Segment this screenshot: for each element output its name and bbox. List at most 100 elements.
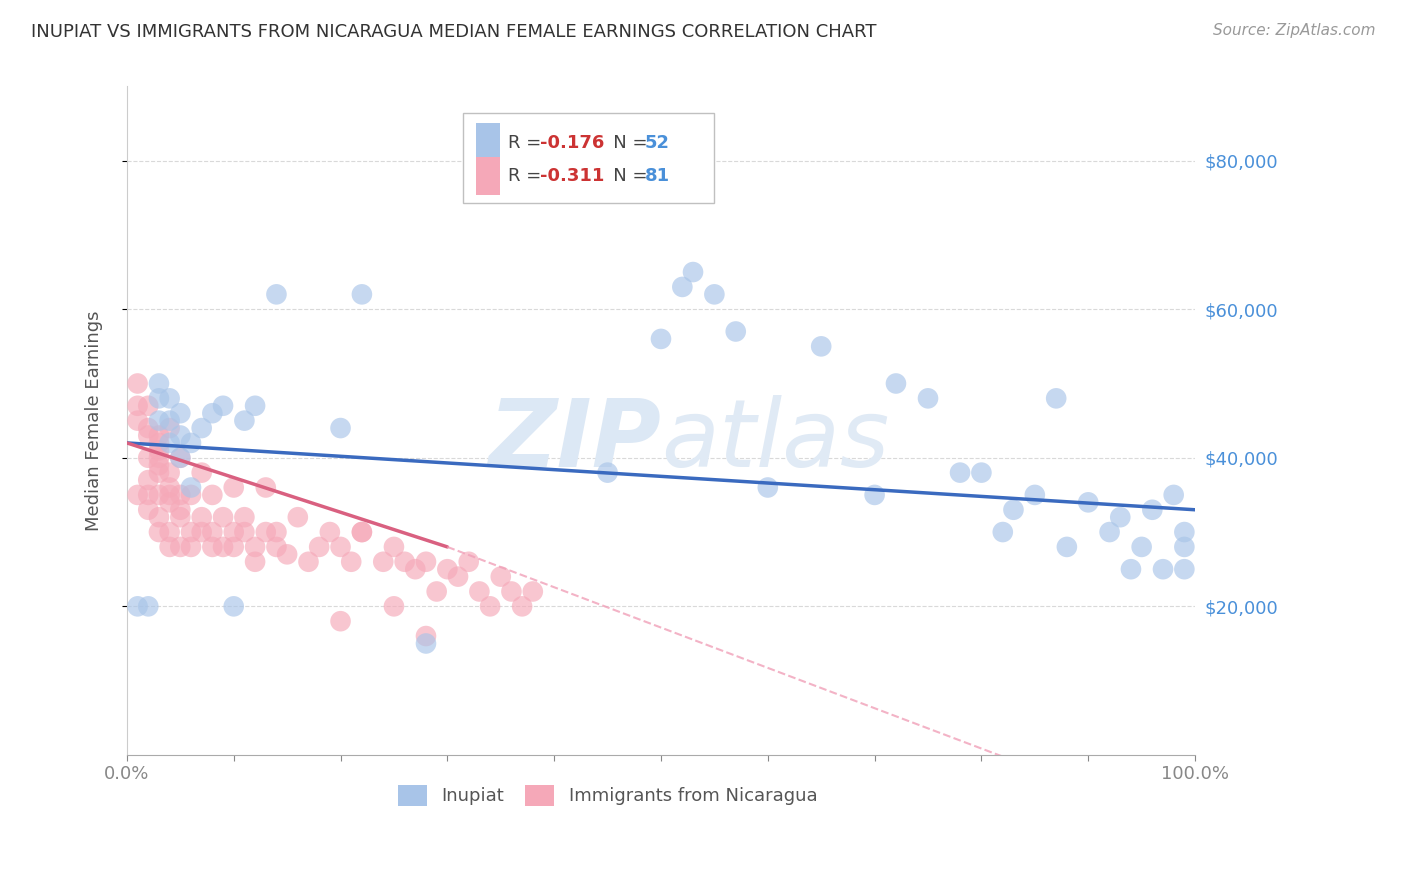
Point — [373, 555, 395, 569]
Legend: Inupiat, Immigrants from Nicaragua: Inupiat, Immigrants from Nicaragua — [391, 778, 825, 813]
Point — [479, 599, 502, 614]
Point — [190, 421, 212, 435]
Text: N =: N = — [596, 134, 652, 152]
Point — [169, 540, 191, 554]
Point — [136, 473, 159, 487]
Point — [756, 481, 779, 495]
Point — [136, 450, 159, 465]
Point — [127, 399, 149, 413]
Point — [671, 280, 693, 294]
Point — [169, 450, 191, 465]
Point — [329, 421, 352, 435]
Point — [169, 488, 191, 502]
Point — [180, 540, 202, 554]
Point — [1002, 502, 1025, 516]
Point — [243, 555, 266, 569]
Point — [1109, 510, 1132, 524]
Point — [415, 629, 437, 643]
Point — [297, 555, 319, 569]
Point — [148, 428, 170, 442]
Point — [127, 488, 149, 502]
Point — [1152, 562, 1174, 576]
Text: Source: ZipAtlas.com: Source: ZipAtlas.com — [1212, 23, 1375, 38]
Point — [201, 406, 224, 420]
Point — [148, 376, 170, 391]
Point — [148, 414, 170, 428]
Point — [190, 524, 212, 539]
Point — [233, 510, 256, 524]
Point — [136, 428, 159, 442]
Point — [703, 287, 725, 301]
Point — [243, 399, 266, 413]
Point — [266, 524, 288, 539]
Text: R =: R = — [508, 167, 547, 185]
Point — [329, 614, 352, 628]
Point — [212, 399, 235, 413]
Text: -0.311: -0.311 — [540, 167, 605, 185]
Point — [1077, 495, 1099, 509]
Point — [190, 466, 212, 480]
Text: 52: 52 — [645, 134, 669, 152]
Point — [308, 540, 330, 554]
Point — [180, 524, 202, 539]
Point — [382, 540, 405, 554]
Point — [169, 502, 191, 516]
Bar — [477, 157, 499, 195]
Point — [148, 458, 170, 473]
Point — [436, 562, 458, 576]
Point — [127, 599, 149, 614]
Text: INUPIAT VS IMMIGRANTS FROM NICARAGUA MEDIAN FEMALE EARNINGS CORRELATION CHART: INUPIAT VS IMMIGRANTS FROM NICARAGUA MED… — [31, 23, 876, 41]
Point — [254, 524, 277, 539]
Point — [148, 443, 170, 458]
Point — [254, 481, 277, 495]
Point — [650, 332, 672, 346]
Point — [148, 466, 170, 480]
Point — [159, 495, 181, 509]
Point — [415, 636, 437, 650]
Y-axis label: Median Female Earnings: Median Female Earnings — [86, 310, 103, 531]
Point — [319, 524, 342, 539]
Point — [127, 376, 149, 391]
Point — [233, 414, 256, 428]
Text: 81: 81 — [645, 167, 671, 185]
Point — [468, 584, 491, 599]
Point — [222, 599, 245, 614]
Point — [190, 510, 212, 524]
Point — [884, 376, 907, 391]
Point — [991, 524, 1014, 539]
Point — [136, 399, 159, 413]
Point — [136, 488, 159, 502]
Point — [222, 540, 245, 554]
Point — [159, 540, 181, 554]
Point — [266, 287, 288, 301]
Point — [136, 421, 159, 435]
Point — [159, 488, 181, 502]
Point — [350, 524, 373, 539]
Bar — [477, 123, 499, 162]
Point — [233, 524, 256, 539]
Point — [1173, 524, 1195, 539]
Point — [148, 392, 170, 406]
Point — [148, 450, 170, 465]
Point — [970, 466, 993, 480]
Point — [1173, 562, 1195, 576]
Text: ZIP: ZIP — [488, 394, 661, 487]
Point — [169, 428, 191, 442]
Point — [917, 392, 939, 406]
Point — [180, 436, 202, 450]
Point — [136, 599, 159, 614]
Point — [1045, 392, 1067, 406]
Point — [489, 569, 512, 583]
Point — [1056, 540, 1078, 554]
Point — [447, 569, 470, 583]
Point — [724, 325, 747, 339]
Point — [148, 524, 170, 539]
Point — [287, 510, 309, 524]
Point — [159, 466, 181, 480]
Point — [201, 488, 224, 502]
Point — [1173, 540, 1195, 554]
Point — [596, 466, 619, 480]
Point — [127, 414, 149, 428]
Point — [180, 488, 202, 502]
Point — [949, 466, 972, 480]
